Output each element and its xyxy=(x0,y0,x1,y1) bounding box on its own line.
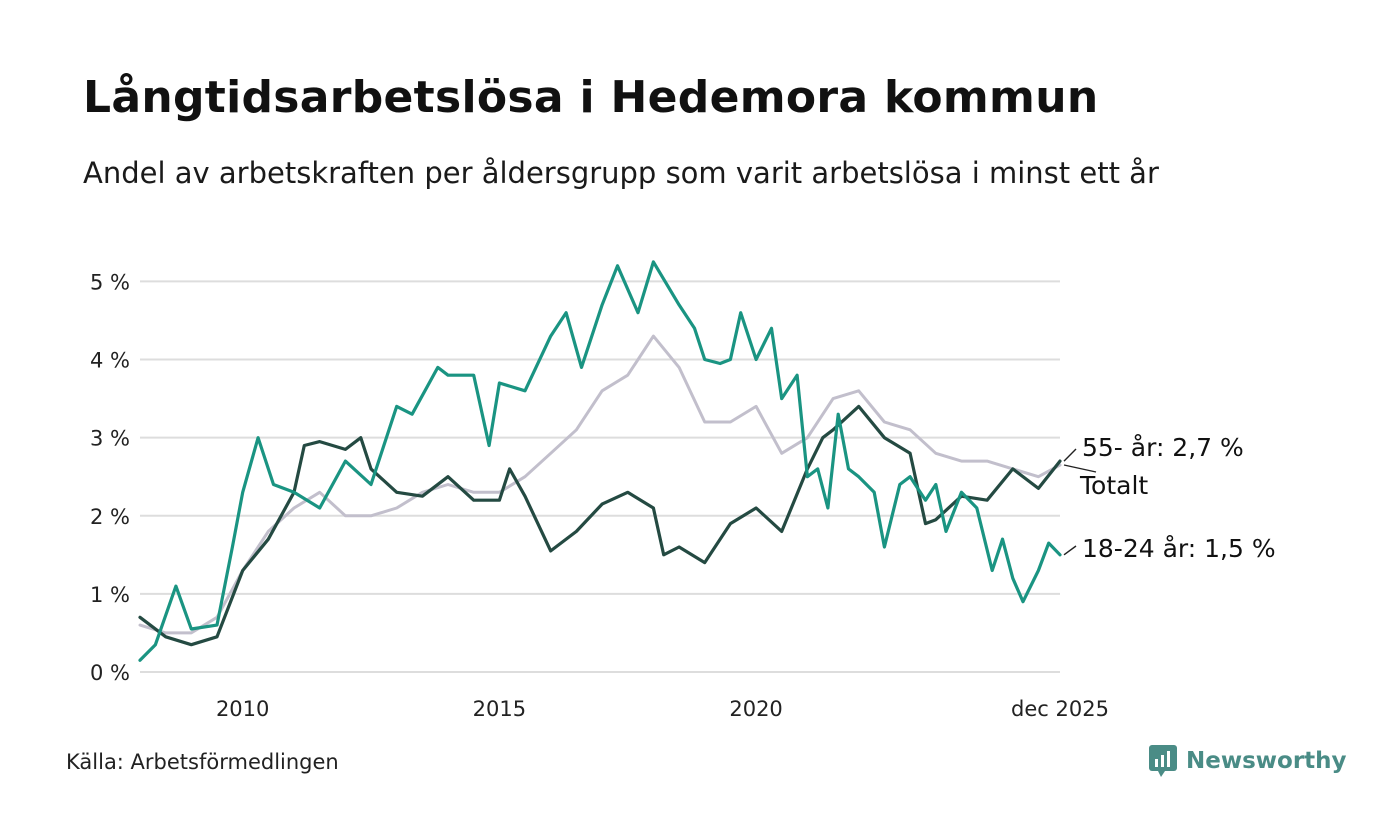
x-axis-ticks: 2010 2015 2020 dec 2025 xyxy=(216,697,1109,721)
label-leader-line xyxy=(1063,448,1077,462)
label-leader-line xyxy=(1063,545,1077,556)
series-line-18-24-r xyxy=(138,260,1062,662)
y-tick-label: 0 % xyxy=(90,661,130,685)
x-tick-label: 2010 xyxy=(216,697,269,721)
series-line-totalt xyxy=(138,334,1062,635)
chart-subtitle: Andel av arbetskraften per åldersgrupp s… xyxy=(83,156,1159,190)
newsworthy-logo-icon xyxy=(1149,745,1177,777)
y-tick-label: 3 % xyxy=(90,427,130,451)
brand-logo: Newsworthy xyxy=(1148,744,1347,778)
x-tick-label: dec 2025 xyxy=(1011,697,1109,721)
series-end-label: Totalt xyxy=(1079,471,1148,500)
series-lines xyxy=(138,260,1062,662)
series-end-label: 18-24 år: 1,5 % xyxy=(1082,534,1276,563)
series-end-label: 55- år: 2,7 % xyxy=(1082,433,1244,462)
y-tick-label: 5 % xyxy=(90,270,130,294)
end-labels: 55- år: 2,7 % Totalt 18-24 år: 1,5 % xyxy=(1063,433,1276,563)
brand-name: Newsworthy xyxy=(1186,748,1347,774)
x-tick-label: 2020 xyxy=(729,697,782,721)
series-line-55-r xyxy=(138,404,1062,647)
label-leader-line xyxy=(1063,464,1097,473)
y-tick-label: 1 % xyxy=(90,583,130,607)
chart-title: Långtidsarbetslösa i Hedemora kommun xyxy=(83,72,1099,123)
y-tick-label: 2 % xyxy=(90,505,130,529)
source-note: Källa: Arbetsförmedlingen xyxy=(66,750,339,774)
y-tick-label: 4 % xyxy=(90,349,130,373)
y-axis-ticks: 0 % 1 % 2 % 3 % 4 % 5 % xyxy=(90,270,130,685)
grid-lines xyxy=(140,280,1060,673)
x-tick-label: 2015 xyxy=(473,697,526,721)
